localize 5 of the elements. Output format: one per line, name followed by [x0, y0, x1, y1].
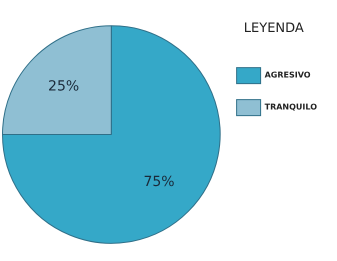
data-label: 25%: [48, 78, 80, 94]
legend-label: AGRESIVO: [264, 70, 311, 80]
data-label: 75%: [143, 174, 175, 190]
legend-label: TRANQUILO: [264, 102, 318, 112]
legend-title: LEYENDA: [244, 20, 304, 36]
